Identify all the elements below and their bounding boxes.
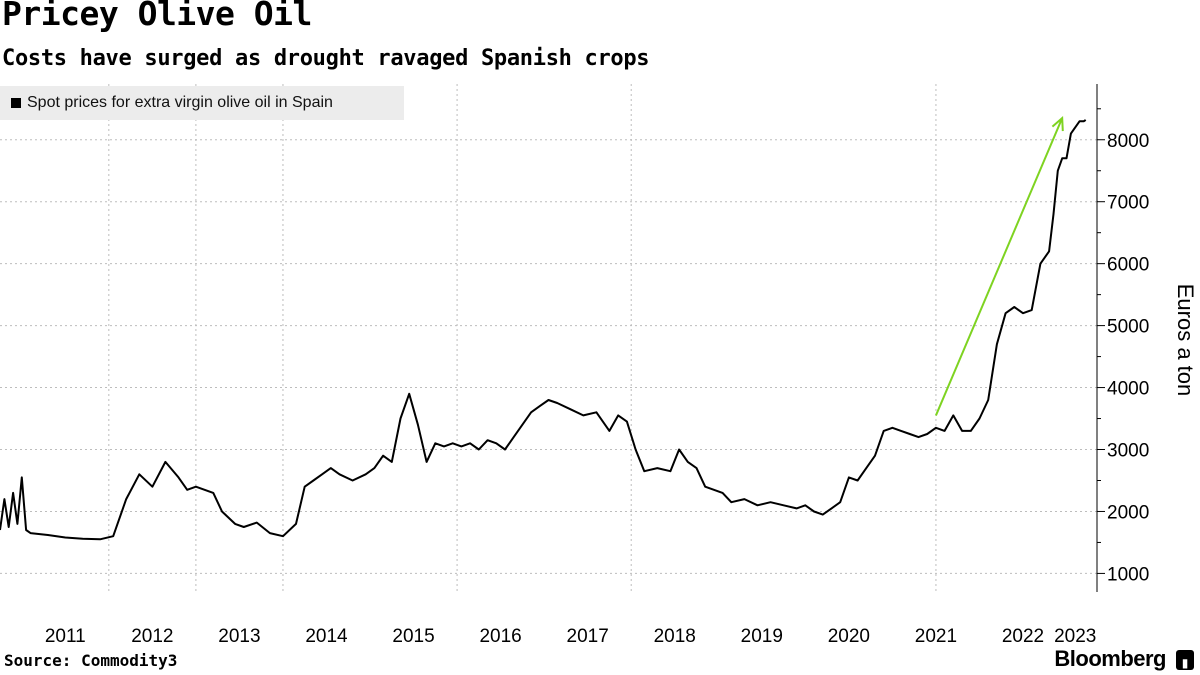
legend-label: Spot prices for extra virgin olive oil i… (27, 94, 333, 111)
y-tick-label: 6000 (1107, 255, 1149, 276)
y-tick-label: 2000 (1107, 502, 1149, 523)
source-note: Source: Commodity3 (4, 651, 178, 670)
series-layer (0, 119, 1087, 541)
trend-arrow-line (935, 117, 1064, 416)
chart-subtitle: Costs have surged as drought ravaged Spa… (2, 46, 650, 71)
x-tick-label: 2017 (567, 626, 609, 647)
x-tick-label: 2021 (915, 626, 957, 647)
x-tick-label: 2013 (218, 626, 260, 647)
trend-arrow-head (1051, 115, 1064, 132)
x-tick-label: 2014 (305, 626, 348, 647)
x-tick-label: 2015 (392, 626, 434, 647)
x-tick-label: 2011 (45, 626, 86, 647)
x-tick-label: 2012 (131, 626, 173, 647)
x-tick-label: 2019 (741, 626, 783, 647)
y-tick-label: 3000 (1107, 441, 1149, 462)
series-line (0, 119, 1087, 541)
annotation-layer (935, 115, 1064, 416)
bloomberg-mark-icon: ▮ (1176, 650, 1194, 670)
y-tick-label: 7000 (1107, 193, 1149, 214)
y-axis: 1000 2000 3000 4000 5000 6000 7000 8000 (1096, 84, 1149, 592)
y-tick-label: 4000 (1107, 379, 1149, 400)
legend-swatch (11, 98, 21, 108)
legend: Spot prices for extra virgin olive oil i… (0, 86, 404, 120)
y-tick-label: 1000 (1107, 564, 1149, 585)
x-axis-labels: 2011 2012 2013 2014 2015 2016 2017 2018 2019 2020… (45, 626, 1097, 647)
y-tick-label: 8000 (1107, 131, 1149, 152)
x-tick-label: 2020 (828, 626, 870, 647)
chart-title: Pricey Olive Oil (2, 0, 312, 33)
x-tick-label: 2023 (1054, 626, 1096, 647)
x-tick-label: 2022 (1002, 626, 1044, 647)
bloomberg-logo: Bloomberg (1054, 646, 1166, 671)
y-tick-label: 5000 (1107, 317, 1149, 338)
x-tick-label: 2016 (479, 626, 521, 647)
grid-layer (0, 84, 1097, 592)
y-axis-title: Euros a ton (1173, 283, 1198, 397)
x-tick-label: 2018 (654, 626, 696, 647)
